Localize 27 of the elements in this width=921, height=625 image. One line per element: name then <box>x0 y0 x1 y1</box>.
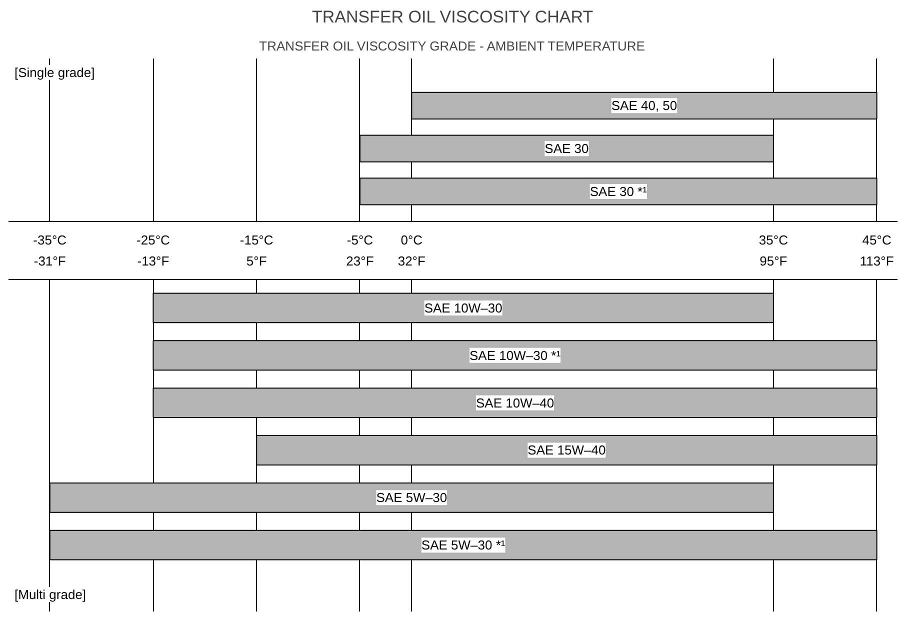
annotation: [Single grade] <box>14 64 95 80</box>
x-tick-label: 35°C <box>758 232 788 248</box>
category-label: SAE 5W–30 <box>376 490 448 506</box>
chart-subtitle: TRANSFER OIL VISCOSITY GRADE - AMBIENT TEMPERATURE <box>259 38 646 54</box>
x-tick-label: 5°F <box>246 254 267 268</box>
x-tick-label: -13°F <box>137 254 170 268</box>
annotation: [Multi grade] <box>14 587 86 602</box>
x-tick-label: 95°F <box>760 254 788 268</box>
category-label: SAE 10W–30 *¹ <box>470 348 561 363</box>
x-tick-label: -5°C <box>346 232 374 248</box>
y-tick-label: SAE 30 *¹ <box>590 184 648 199</box>
category-label: SAE 10W–40 <box>476 395 554 410</box>
x-tick-label: 45°C <box>862 232 892 248</box>
x-tick-label: -31°F <box>34 254 66 268</box>
x-tick-label: 23°F <box>346 254 374 268</box>
x-tick-label: -25°C <box>136 232 170 248</box>
category-label: SAE 15W–40 <box>528 442 606 458</box>
chart-title: TRANSFER OIL VISCOSITY CHART <box>312 8 594 26</box>
category-label: SAE 10W–30 <box>424 300 502 316</box>
category-label: SAE 5W–30 *¹ <box>421 538 506 553</box>
y-tick-label: SAE 40, 50 <box>611 98 678 114</box>
x-tick-label: 32°F <box>398 254 426 268</box>
x-tick-label: -35°C <box>33 232 67 248</box>
y-tick-label: SAE 30 <box>544 141 589 156</box>
x-tick-label: 0°C <box>400 232 423 248</box>
x-tick-label: 113°F <box>860 254 894 268</box>
x-tick-label: -15°C <box>240 232 274 248</box>
